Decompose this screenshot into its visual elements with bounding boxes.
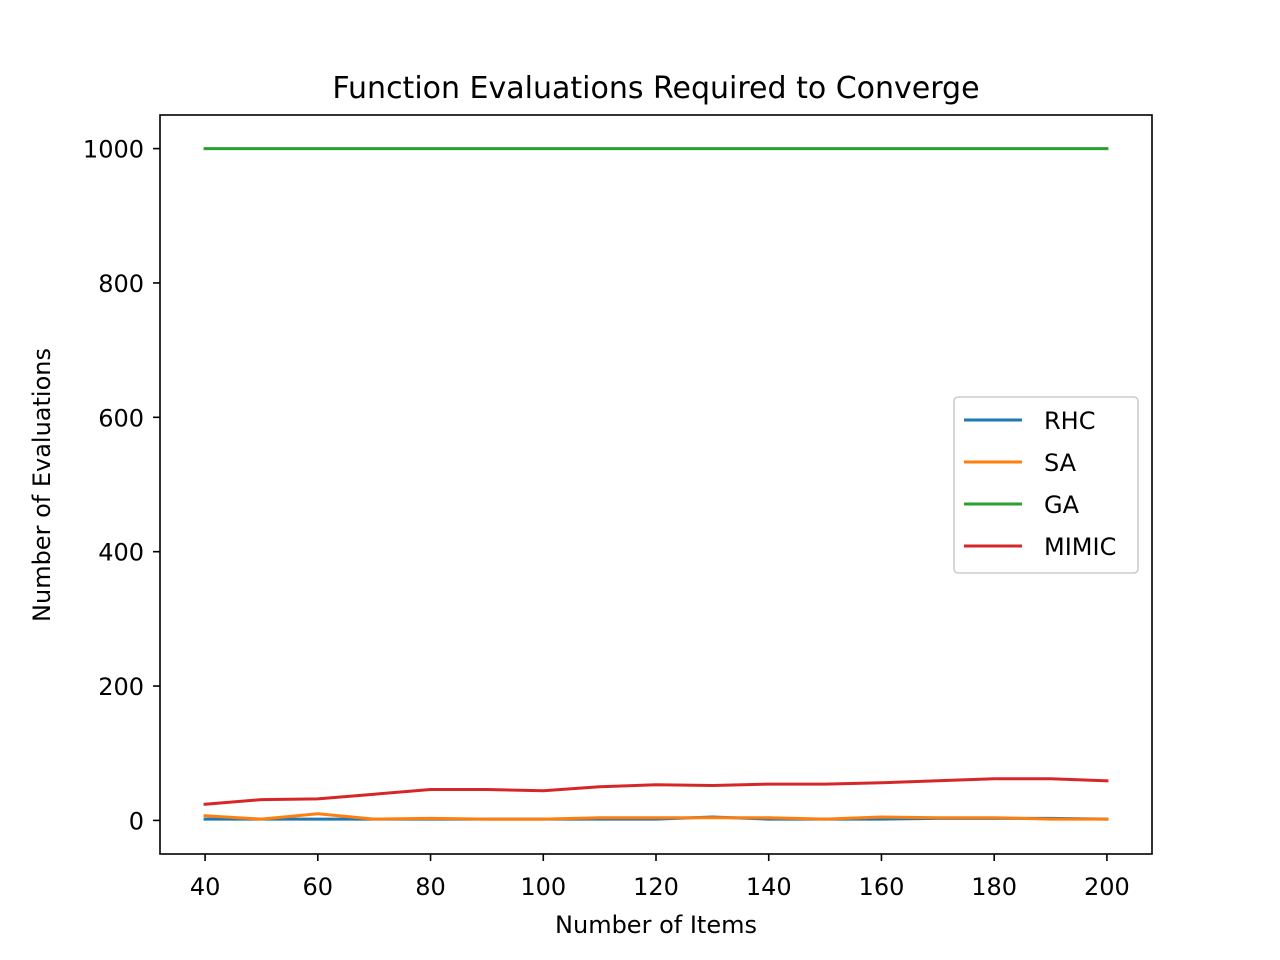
y-tick-label: 1000 [83, 136, 144, 164]
x-axis-ticks: 40 60 80 100 120 140 160 180 200 [190, 854, 1130, 901]
series-line-sa [203, 812, 1109, 821]
x-tick-label: 60 [303, 873, 334, 901]
x-tick-label: 160 [859, 873, 905, 901]
legend-label-ga: GA [1044, 491, 1080, 519]
x-tick-label: 100 [520, 873, 566, 901]
plot-frame [159, 114, 1153, 855]
chart-title: Function Evaluations Required to Converg… [332, 71, 979, 106]
x-tick-label: 40 [190, 873, 221, 901]
legend: RHC SA GA MIMIC [953, 396, 1139, 574]
y-tick-label: 800 [98, 270, 144, 298]
y-tick-label: 600 [98, 404, 144, 432]
y-axis-ticks: 0 200 400 600 800 1000 [83, 136, 160, 835]
legend-frame [953, 396, 1139, 574]
x-tick-label: 80 [415, 873, 446, 901]
x-tick-label: 180 [971, 873, 1017, 901]
y-axis-label: Number of Evaluations [28, 348, 56, 622]
y-tick-label: 200 [98, 673, 144, 701]
series-lines [203, 147, 1109, 821]
y-tick-label: 0 [129, 807, 144, 835]
x-tick-label: 120 [633, 873, 679, 901]
x-axis-label: Number of Items [555, 911, 757, 939]
legend-label-rhc: RHC [1044, 407, 1095, 435]
x-tick-label: 140 [746, 873, 792, 901]
y-tick-label: 400 [98, 539, 144, 567]
legend-label-mimic: MIMIC [1044, 533, 1116, 561]
x-tick-label: 200 [1084, 873, 1130, 901]
legend-label-sa: SA [1044, 449, 1077, 477]
series-line-mimic [203, 777, 1109, 806]
